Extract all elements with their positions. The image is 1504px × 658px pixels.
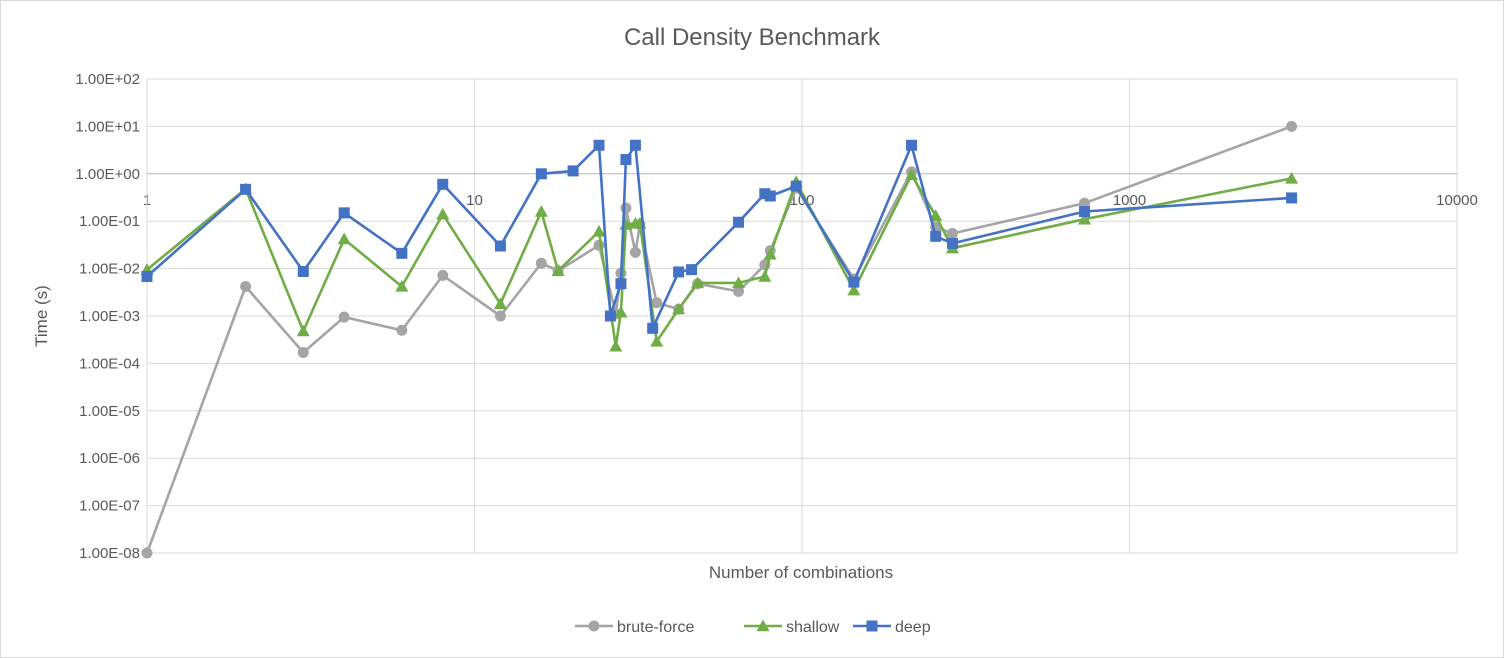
data-point-shallow bbox=[929, 209, 943, 221]
legend-marker-deep bbox=[866, 620, 878, 632]
data-point-shallow bbox=[691, 276, 705, 289]
data-point-shallow bbox=[614, 305, 628, 318]
y-tick-label: 1.00E-01 bbox=[79, 213, 140, 230]
y-axis-title: Time (s) bbox=[32, 285, 51, 347]
data-point-brute-force bbox=[1079, 197, 1091, 209]
data-point-deep bbox=[930, 230, 942, 242]
data-point-deep bbox=[620, 154, 632, 166]
data-point-deep bbox=[396, 247, 408, 259]
data-point-brute-force bbox=[733, 285, 745, 297]
legend-marker-brute-force bbox=[588, 620, 600, 632]
data-point-deep bbox=[593, 139, 605, 151]
data-point-shallow bbox=[534, 205, 548, 217]
y-tick-label: 1.00E-04 bbox=[79, 355, 140, 372]
y-tick-label: 1.00E-02 bbox=[79, 261, 140, 278]
data-point-brute-force bbox=[141, 547, 153, 559]
legend-label-shallow: shallow bbox=[786, 619, 840, 636]
x-tick-label: 10 bbox=[466, 192, 483, 209]
y-tick-label: 1.00E-05 bbox=[79, 403, 140, 420]
data-point-deep bbox=[1286, 192, 1298, 204]
data-point-shallow bbox=[847, 283, 861, 296]
data-point-deep bbox=[686, 264, 698, 276]
data-point-shallow bbox=[650, 334, 664, 347]
data-point-shallow bbox=[395, 279, 409, 292]
data-point-deep bbox=[848, 276, 860, 288]
data-point-brute-force bbox=[396, 324, 408, 336]
legend-label-brute-force: brute-force bbox=[617, 619, 694, 636]
legend-marker-shallow bbox=[756, 619, 770, 632]
data-point-shallow bbox=[436, 207, 450, 220]
data-point-brute-force bbox=[620, 202, 632, 214]
data-point-shallow bbox=[337, 232, 351, 245]
data-point-deep bbox=[338, 207, 350, 219]
data-point-deep bbox=[764, 190, 776, 202]
data-point-shallow bbox=[551, 264, 565, 276]
data-point-deep bbox=[1079, 206, 1091, 218]
data-point-brute-force bbox=[494, 310, 506, 322]
data-point-deep bbox=[141, 271, 153, 283]
data-point-brute-force bbox=[1286, 120, 1298, 132]
y-tick-label: 1.00E-08 bbox=[79, 545, 140, 562]
data-point-shallow bbox=[592, 224, 606, 237]
data-point-deep bbox=[240, 183, 252, 195]
data-point-deep bbox=[615, 278, 627, 290]
data-point-deep bbox=[535, 168, 547, 180]
series-line-brute-force bbox=[145, 125, 1293, 554]
data-point-shallow bbox=[763, 247, 777, 260]
y-tick-label: 1.00E-03 bbox=[79, 308, 140, 325]
data-point-deep bbox=[906, 139, 918, 151]
data-point-deep bbox=[629, 139, 641, 151]
data-point-deep bbox=[647, 322, 659, 334]
data-point-deep bbox=[494, 240, 506, 252]
y-tick-label: 1.00E-06 bbox=[79, 450, 140, 467]
legend-item-brute-force: brute-force bbox=[575, 619, 694, 636]
series-layer bbox=[140, 120, 1299, 559]
data-point-shallow bbox=[905, 168, 919, 181]
data-point-shallow bbox=[609, 339, 623, 352]
data-point-shallow bbox=[672, 302, 686, 315]
legend-item-shallow: shallow bbox=[744, 619, 840, 636]
data-point-deep bbox=[946, 237, 958, 249]
data-point-brute-force bbox=[240, 280, 252, 292]
data-point-brute-force bbox=[297, 346, 309, 358]
data-point-brute-force bbox=[651, 297, 663, 309]
data-point-shallow bbox=[758, 270, 772, 282]
data-point-deep bbox=[437, 178, 449, 190]
y-tick-label: 1.00E-07 bbox=[79, 498, 140, 515]
legend-label-deep: deep bbox=[895, 619, 931, 636]
data-point-shallow bbox=[1078, 212, 1092, 225]
data-point-shallow bbox=[493, 297, 507, 310]
chart-title: Call Density Benchmark bbox=[624, 24, 881, 51]
data-point-deep bbox=[297, 265, 309, 277]
y-tick-label: 1.00E+01 bbox=[75, 118, 140, 135]
data-point-brute-force bbox=[338, 311, 350, 323]
x-axis-title: Number of combinations bbox=[709, 563, 893, 582]
y-tick-label: 1.00E+00 bbox=[75, 166, 140, 183]
legend: brute-force shallow deep bbox=[575, 619, 931, 636]
x-tick-label: 10000 bbox=[1436, 192, 1478, 209]
data-point-deep bbox=[604, 310, 616, 322]
x-tick-label: 1000 bbox=[1113, 192, 1146, 209]
data-point-shallow bbox=[296, 324, 310, 337]
y-tick-label: 1.00E+02 bbox=[75, 71, 140, 88]
data-point-deep bbox=[733, 216, 745, 228]
data-point-brute-force bbox=[946, 228, 958, 240]
data-point-brute-force bbox=[629, 246, 641, 258]
data-point-deep bbox=[567, 165, 579, 177]
data-point-deep bbox=[790, 180, 802, 192]
data-point-shallow bbox=[732, 276, 746, 289]
legend-item-deep: deep bbox=[853, 619, 931, 636]
data-point-brute-force bbox=[535, 257, 547, 269]
data-point-deep bbox=[673, 266, 685, 278]
data-point-brute-force bbox=[437, 269, 449, 281]
data-point-shallow bbox=[1285, 171, 1299, 184]
series-deep bbox=[141, 139, 1298, 334]
